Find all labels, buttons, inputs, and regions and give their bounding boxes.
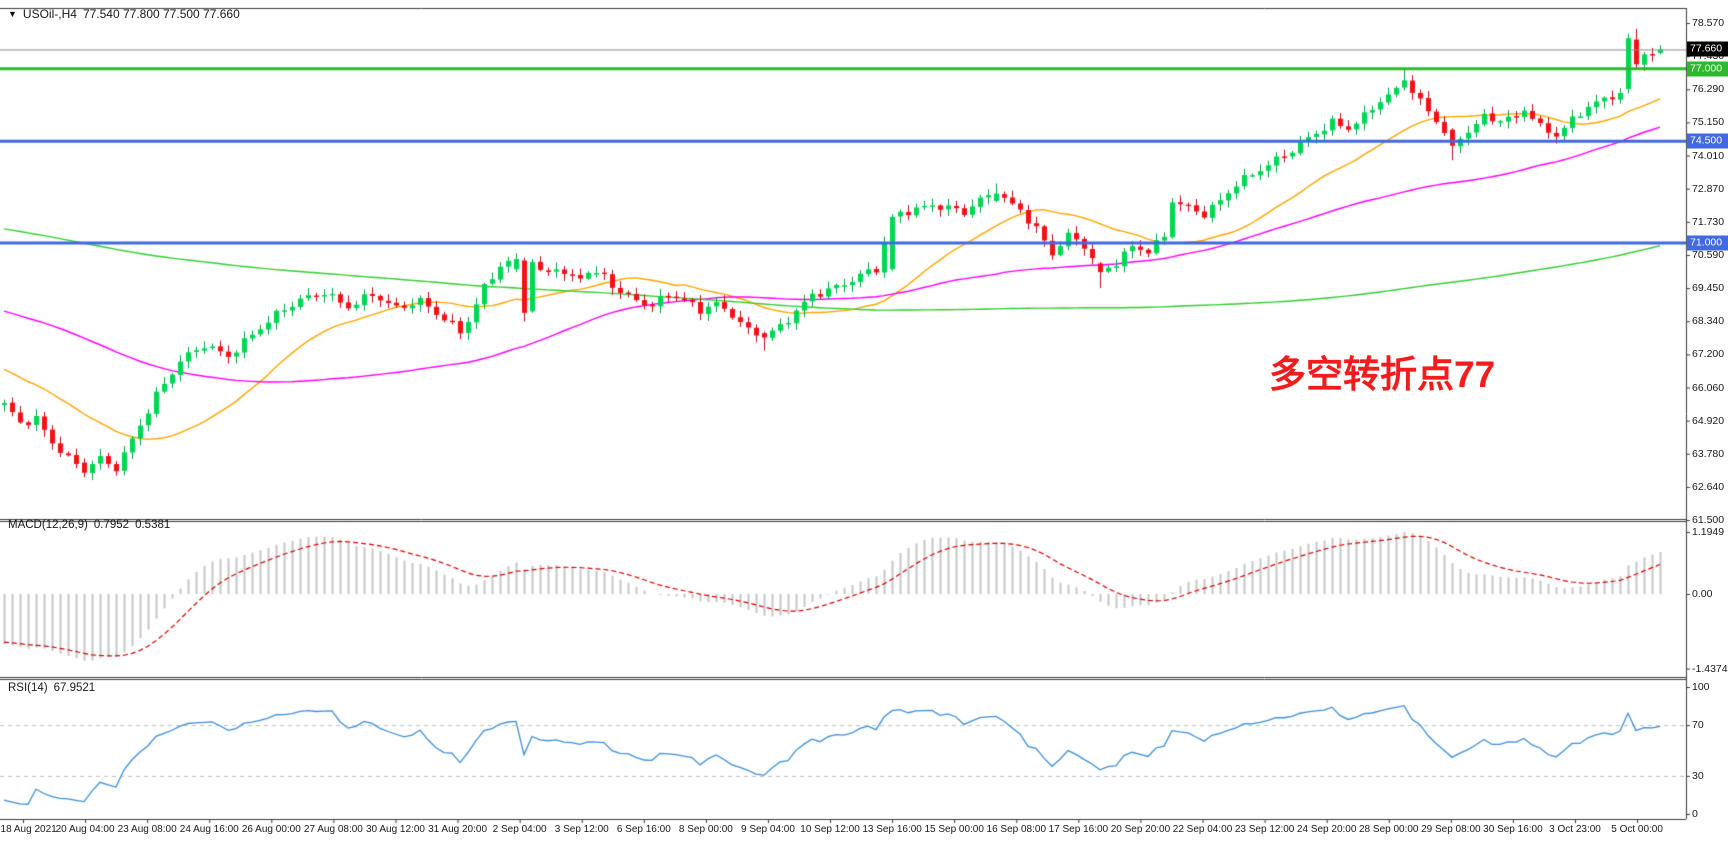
date-axis-label: 24 Aug 16:00: [179, 824, 239, 835]
price-axis-label: 78.570: [1692, 17, 1725, 29]
date-axis-label: 30 Aug 12:00: [365, 824, 425, 835]
date-axis-label: 31 Aug 20:00: [428, 824, 488, 835]
price-axis-label: 76.290: [1692, 83, 1725, 96]
date-axis-label: 2 Sep 04:00: [492, 824, 547, 835]
date-axis-label: 29 Sep 08:00: [1421, 824, 1481, 835]
date-axis-label: 23 Sep 12:00: [1234, 824, 1295, 835]
price-axis-label: 75.150: [1692, 116, 1725, 129]
trend-annotation[interactable]: 多空转折点77: [1269, 354, 1496, 395]
rsi-value: 67.9521: [53, 682, 96, 694]
price-axis-label: 63.780: [1692, 447, 1725, 460]
rsi-axis-label: 100: [1692, 681, 1710, 693]
price-axis-label: 64.920: [1692, 414, 1725, 427]
price-axis-label: 62.640: [1692, 480, 1725, 493]
price-axis-label: 66.060: [1692, 381, 1725, 394]
date-axis-label: 5 Oct 00:00: [1611, 824, 1663, 835]
price-axis-label: 61.500: [1692, 514, 1725, 527]
date-axis-label: 28 Sep 00:00: [1359, 824, 1419, 835]
price-axis-label: 70.590: [1692, 248, 1725, 261]
rsi-name: RSI(14): [8, 682, 48, 694]
date-axis-label: 15 Sep 00:00: [924, 824, 984, 835]
date-axis-label: 9 Sep 04:00: [740, 824, 795, 835]
symbol-label: USOil-,H4: [22, 7, 77, 21]
date-axis-label: 3 Oct 23:00: [1549, 824, 1601, 835]
date-axis-label: 13 Sep 16:00: [862, 824, 922, 835]
price-axis-label: 67.200: [1692, 348, 1725, 361]
ohlc-values: 77.540 77.800 77.500 77.660: [82, 7, 240, 21]
date-axis-label: 24 Sep 20:00: [1296, 824, 1357, 835]
macd-main-value: 0.7952: [93, 519, 130, 531]
date-axis-label: 23 Aug 08:00: [117, 824, 177, 835]
price-axis-label: 69.450: [1692, 282, 1725, 295]
symbol-dropdown-icon[interactable]: ▼: [8, 9, 17, 19]
date-axis-label: 20 Sep 20:00: [1110, 824, 1171, 835]
hline-price-badge: 74.500: [1687, 133, 1728, 149]
macd-signal-value: 0.5381: [135, 519, 171, 531]
price-axis-label: 71.730: [1692, 215, 1725, 228]
date-axis-label: 20 Aug 04:00: [55, 824, 115, 835]
date-axis-label: 26 Aug 00:00: [241, 824, 301, 835]
price-axis-label: 68.340: [1692, 315, 1725, 328]
macd-axis-label: 0.00: [1692, 588, 1713, 600]
price-axis-label: 74.010: [1692, 149, 1725, 162]
rsi-indicator-label: RSI(14) 67.9521: [8, 682, 101, 694]
rsi-axis-label: 30: [1692, 769, 1704, 782]
date-axis-label: 8 Sep 00:00: [678, 824, 733, 835]
price-axis-label: 72.870: [1692, 182, 1725, 195]
date-axis-label: 16 Sep 08:00: [986, 824, 1047, 835]
date-axis-label: 3 Sep 12:00: [554, 824, 609, 835]
macd-indicator-label: MACD(12,26,9) 0.7952 0.5381: [8, 519, 176, 531]
date-axis-label: 10 Sep 12:00: [800, 824, 860, 835]
rsi-axis-label: 70: [1692, 719, 1704, 732]
symbol-title: ▼ USOil-,H4 77.540 77.800 77.500 77.660: [8, 7, 240, 21]
date-axis-label: 27 Aug 08:00: [303, 824, 363, 835]
current-price-badge: 77.660: [1687, 41, 1728, 57]
date-axis-label: 18 Aug 2021: [0, 824, 57, 835]
date-axis-label: 17 Sep 16:00: [1048, 824, 1109, 835]
date-axis-label: 22 Sep 04:00: [1172, 824, 1233, 835]
date-axis-label: 6 Sep 16:00: [616, 824, 671, 835]
macd-axis-label: 1.1949: [1692, 526, 1725, 538]
rsi-axis-label: 0: [1692, 808, 1698, 820]
hline-price-badge: 77.000: [1687, 61, 1728, 77]
macd-axis-label: -1.4374: [1692, 662, 1728, 675]
date-axis-label: 30 Sep 16:00: [1483, 824, 1543, 835]
macd-name: MACD(12,26,9): [8, 519, 88, 531]
hline-price-badge: 71.000: [1687, 235, 1728, 251]
